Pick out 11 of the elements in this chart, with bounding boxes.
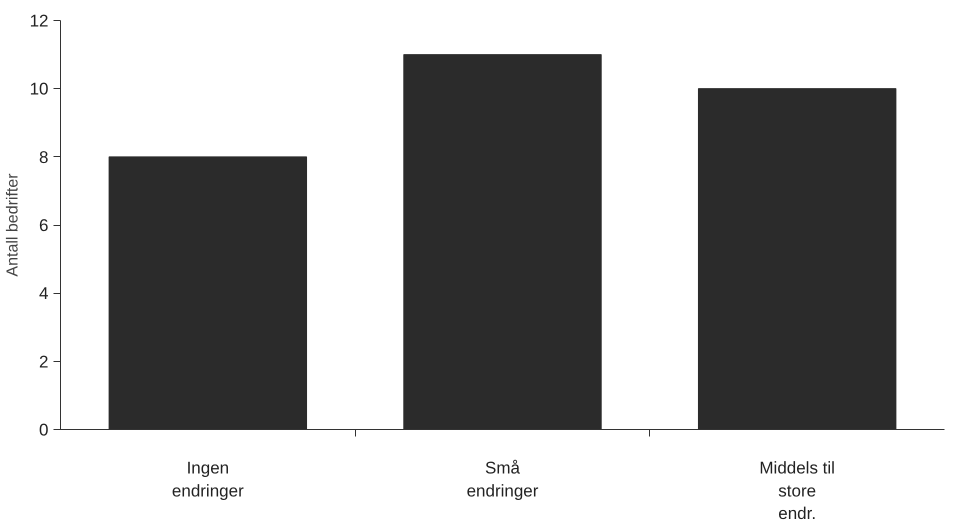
y-tick-label: 10 [30, 80, 49, 99]
y-tick-label: 4 [39, 284, 49, 304]
y-tick-label: 0 [39, 420, 49, 440]
y-tick-label: 8 [39, 148, 49, 167]
y-tick-label: 2 [39, 352, 49, 372]
y-tick-label: 6 [39, 216, 49, 235]
x-tick-label: Ingen endringer [172, 458, 244, 500]
x-tick-label: Små endringer [466, 458, 539, 500]
y-axis-title: Antall bedrifter [4, 172, 22, 277]
y-tick-label: 12 [30, 12, 49, 30]
x-tick-label: Middels til store endr. [759, 458, 835, 524]
